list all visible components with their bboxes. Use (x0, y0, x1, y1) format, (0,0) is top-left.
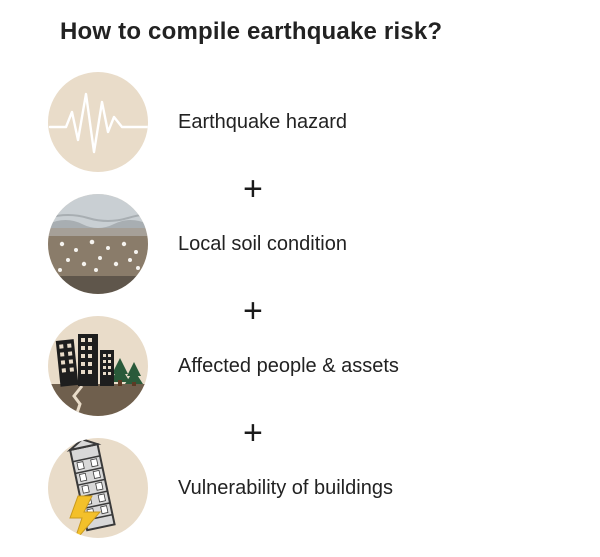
risk-row-vulnerability: Vulnerability of buildings (48, 438, 393, 538)
risk-row-soil: Local soil condition (48, 194, 347, 294)
seismic-wave-icon (48, 72, 148, 172)
risk-label: Affected people & assets (178, 355, 399, 378)
risk-label: Local soil condition (178, 233, 347, 256)
page-title: How to compile earthquake risk? (60, 18, 442, 46)
risk-row-assets: Affected people & assets (48, 316, 399, 416)
building-damage-icon (48, 438, 148, 538)
risk-label: Earthquake hazard (178, 111, 347, 134)
risk-label: Vulnerability of buildings (178, 477, 393, 500)
soil-layers-icon (48, 194, 148, 294)
risk-row-hazard: Earthquake hazard (48, 72, 347, 172)
city-assets-icon (48, 316, 148, 416)
